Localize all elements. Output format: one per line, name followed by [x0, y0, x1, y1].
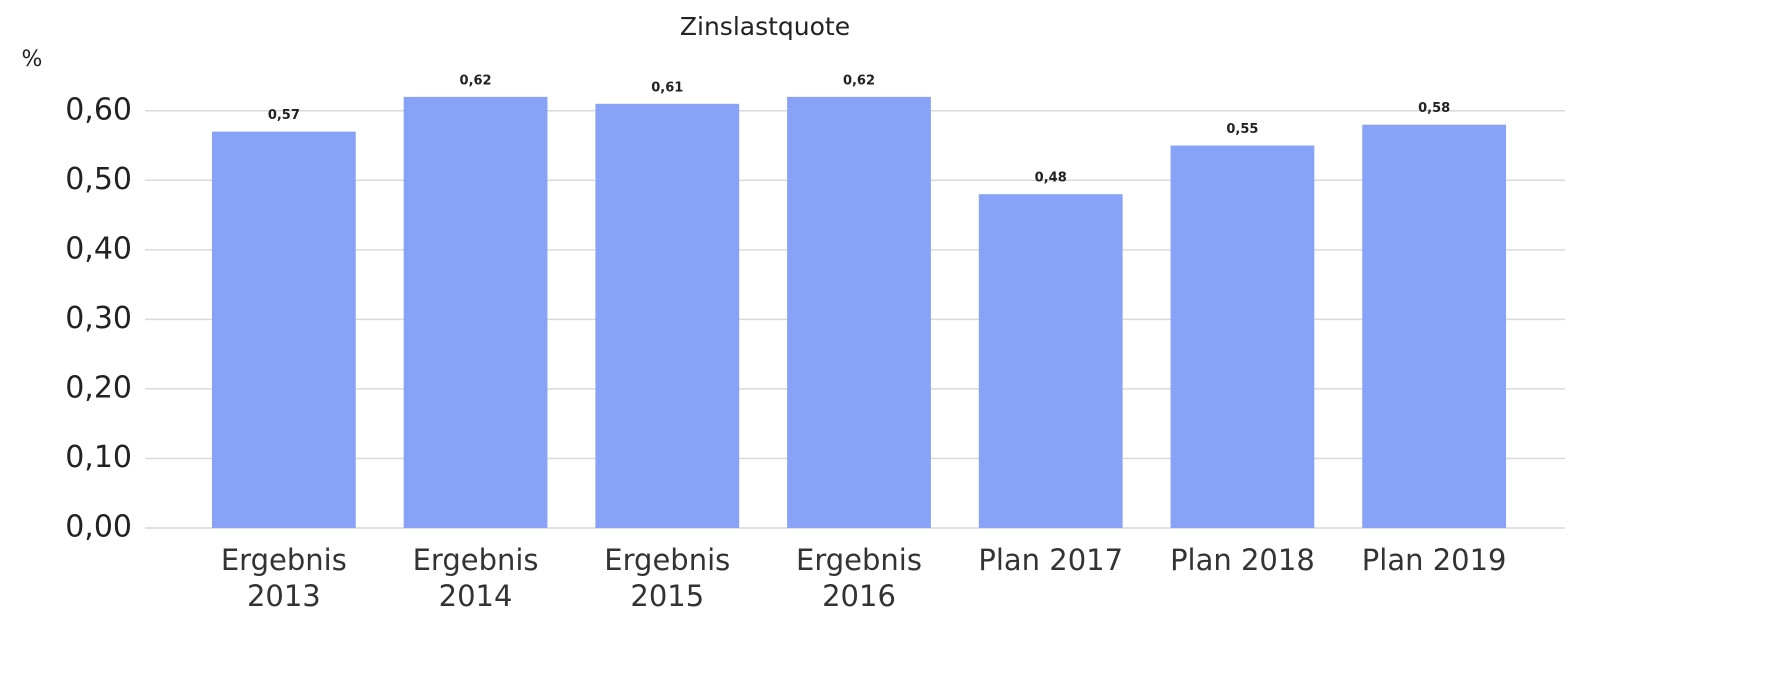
y-tick-label: 0,40: [65, 231, 132, 266]
y-tick-label: 0,30: [65, 301, 132, 336]
data-label: 0,48: [1035, 171, 1067, 186]
x-tick-label: Ergebnis 2015: [604, 543, 731, 613]
y-tick-label: 0,10: [65, 440, 132, 475]
bar: [1170, 145, 1315, 529]
bar: [595, 103, 740, 529]
x-tick-label: Ergebnis 2014: [412, 543, 539, 613]
data-label: 0,61: [651, 80, 683, 95]
y-tick-label: 0,00: [65, 510, 132, 545]
bar: [1362, 124, 1507, 528]
data-label: 0,62: [843, 73, 875, 88]
data-label: 0,62: [460, 73, 492, 88]
x-tick-label: Ergebnis 2013: [220, 543, 347, 613]
x-tick-label: Plan 2017: [978, 543, 1124, 577]
x-tick-label: Plan 2019: [1361, 543, 1507, 577]
bar: [978, 194, 1123, 528]
chart-title: Zinslastquote: [680, 12, 850, 41]
data-label: 0,55: [1226, 122, 1258, 137]
x-tick-label: Ergebnis 2016: [796, 543, 922, 613]
bar: [403, 96, 548, 528]
data-label: 0,57: [268, 108, 300, 123]
y-axis-label: %: [22, 47, 43, 72]
y-tick-label: 0,20: [65, 370, 132, 405]
y-tick-label: 0,50: [65, 162, 132, 197]
x-tick-label: Plan 2018: [1170, 543, 1315, 577]
y-tick-label: 0,60: [65, 92, 132, 127]
bar: [211, 131, 356, 528]
bar: [787, 96, 931, 528]
data-label: 0,58: [1418, 101, 1450, 116]
